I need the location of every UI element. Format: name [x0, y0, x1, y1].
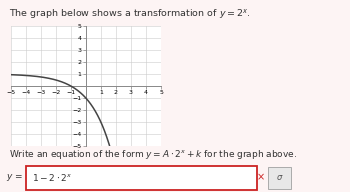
FancyBboxPatch shape: [268, 167, 290, 189]
Text: $1 - 2 \cdot 2^x$: $1 - 2 \cdot 2^x$: [32, 172, 72, 183]
Text: Write an equation of the form $y = A \cdot 2^x + k$ for the graph above.: Write an equation of the form $y = A \cd…: [9, 148, 297, 161]
Text: ×: ×: [257, 173, 265, 183]
Text: $y$ =: $y$ =: [6, 172, 23, 183]
Text: $\sigma$: $\sigma$: [275, 173, 283, 182]
FancyBboxPatch shape: [26, 166, 257, 190]
Text: The graph below shows a transformation of $y = 2^x$.: The graph below shows a transformation o…: [9, 7, 250, 21]
